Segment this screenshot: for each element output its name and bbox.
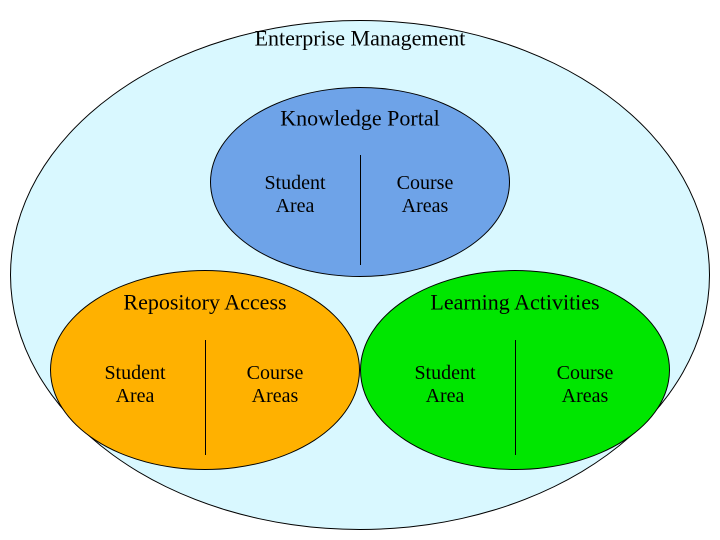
knowledge-portal-divider bbox=[360, 155, 361, 265]
knowledge-portal-title: Knowledge Portal bbox=[280, 105, 439, 130]
repository-access-right-label: Course Areas bbox=[247, 362, 304, 408]
repository-access-left-label: Student Area bbox=[104, 362, 165, 408]
outer-title: Enterprise Management bbox=[255, 25, 466, 50]
learning-activities-title: Learning Activities bbox=[430, 289, 599, 314]
diagram-stage: Enterprise Management Knowledge Portal St… bbox=[0, 0, 720, 540]
repository-access-title: Repository Access bbox=[123, 289, 286, 314]
learning-activities-right-label: Course Areas bbox=[557, 362, 614, 408]
knowledge-portal-left-label: Student Area bbox=[264, 172, 325, 218]
repository-access-divider bbox=[205, 340, 206, 455]
learning-activities-divider bbox=[515, 340, 516, 455]
knowledge-portal-right-label: Course Areas bbox=[397, 172, 454, 218]
learning-activities-left-label: Student Area bbox=[414, 362, 475, 408]
